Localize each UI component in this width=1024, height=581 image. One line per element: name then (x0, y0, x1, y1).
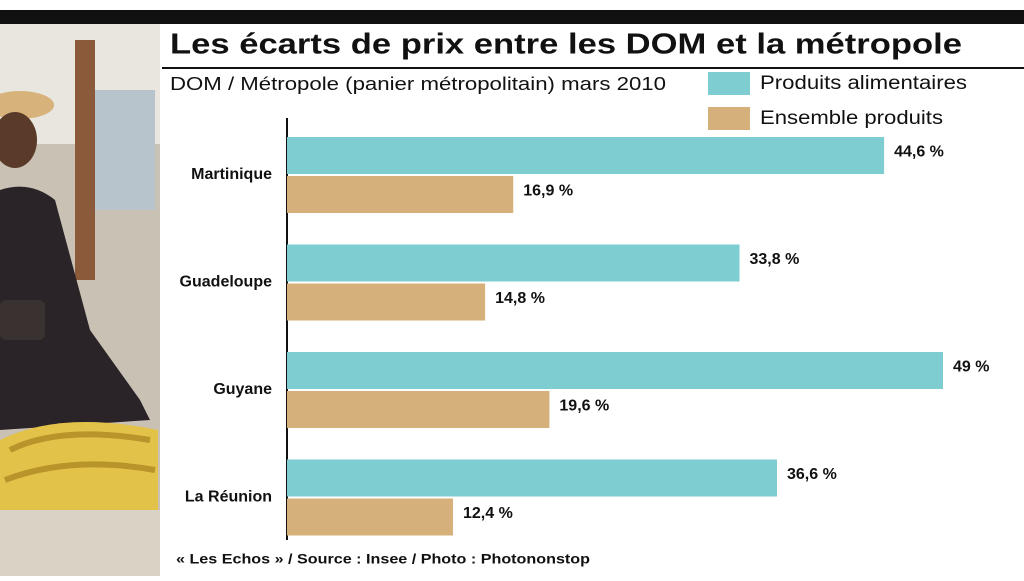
value-label: 19,6 % (559, 398, 609, 415)
value-label: 12,4 % (463, 505, 513, 522)
subtitle: DOM / Métropole (panier métropolitain) m… (170, 74, 666, 94)
value-label: 44,6 % (894, 144, 944, 161)
legend-swatch (708, 72, 750, 95)
bar (287, 498, 454, 536)
category-label: Guyane (213, 381, 272, 398)
legend-label: Ensemble produits (760, 108, 943, 129)
bar (287, 459, 777, 497)
value-label: 16,9 % (523, 183, 573, 200)
value-label: 33,8 % (750, 251, 800, 268)
bar (287, 137, 885, 174)
top-band (0, 10, 1024, 24)
bar (287, 244, 740, 282)
category-label: La Réunion (185, 489, 272, 506)
legend-swatch (708, 107, 750, 130)
category-label: Guadeloupe (180, 274, 273, 291)
bar (287, 352, 943, 389)
photo (0, 24, 160, 576)
value-label: 49 % (953, 359, 989, 376)
legend-label: Produits alimentaires (760, 73, 967, 94)
bar (287, 283, 486, 321)
category-label: Martinique (191, 166, 272, 183)
value-label: 36,6 % (787, 466, 837, 483)
value-label: 14,8 % (495, 290, 545, 307)
bar (287, 176, 514, 213)
source: « Les Echos » / Source : Insee / Photo :… (176, 551, 590, 567)
chart-title: Les écarts de prix entre les DOM et la m… (170, 29, 962, 61)
bar (287, 391, 550, 428)
